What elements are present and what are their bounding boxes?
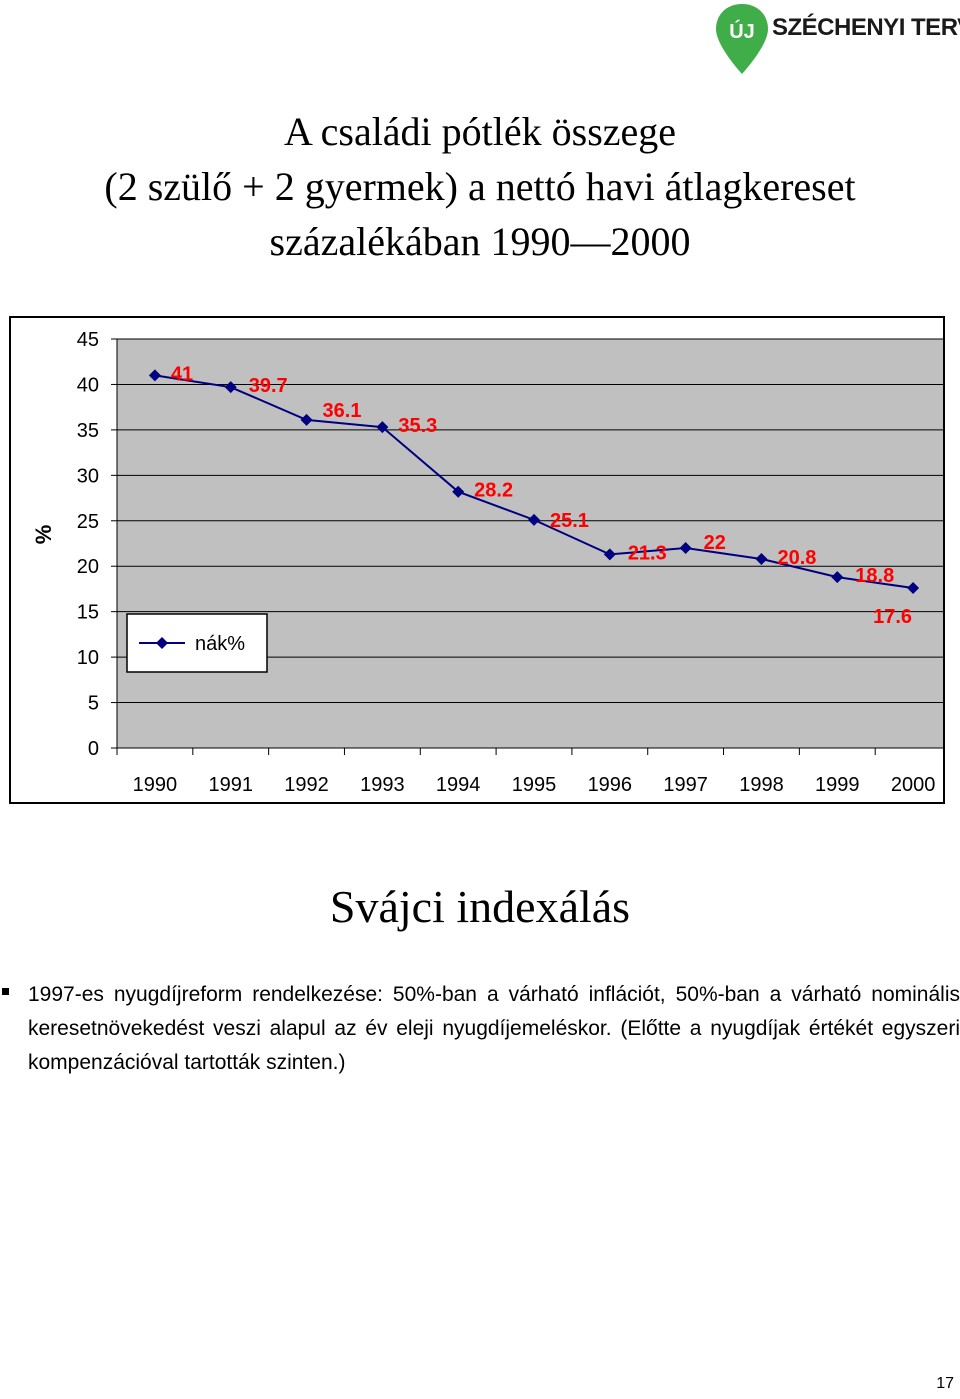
x-tick-1993: 1993 <box>360 774 405 796</box>
data-label-2000: 17.6 <box>873 606 912 628</box>
x-tick-1999: 1999 <box>815 774 860 796</box>
y-tick-5: 5 <box>88 693 99 715</box>
data-point-1995 <box>528 513 540 526</box>
legend-label: nák% <box>195 633 245 655</box>
y-tick-40: 40 <box>77 374 99 396</box>
szechenyi-terv-logo: ÚJ SZÉCHENYI TERV <box>712 0 960 78</box>
data-label-1999: 18.8 <box>855 565 894 587</box>
data-point-1990 <box>148 369 161 382</box>
data-point-1997 <box>679 542 692 555</box>
data-label-1990: 41 <box>171 363 193 385</box>
title-line-3: százalékában 1990—2000 <box>269 219 691 264</box>
data-point-1992 <box>300 413 313 426</box>
title-line-1: A családi pótlék összege <box>283 109 677 154</box>
y-tick-45: 45 <box>77 329 99 351</box>
bullet-item: 1997-es nyugdíjreform rendelkezése: 50%-… <box>0 978 960 1080</box>
data-label-1997: 22 <box>704 532 726 554</box>
data-label-1992: 36.1 <box>323 400 362 422</box>
data-label-1994: 28.2 <box>474 480 513 502</box>
x-tick-1994: 1994 <box>436 774 481 796</box>
square-bullet-icon <box>2 988 9 995</box>
x-tick-1998: 1998 <box>739 774 784 796</box>
x-tick-1990: 1990 <box>133 774 178 796</box>
logo-badge: ÚJ <box>729 19 755 43</box>
legend-marker <box>156 637 168 649</box>
y-tick-0: 0 <box>88 738 99 760</box>
page-number: 17 <box>936 1375 954 1392</box>
data-labels: 41 39.7 36.1 35.3 28.2 25.1 21.3 22 20.8 18.8 17.6 <box>171 363 912 628</box>
data-point-1998 <box>755 552 768 565</box>
y-tick-15: 15 <box>77 602 99 624</box>
x-tick-1996: 1996 <box>588 774 633 796</box>
data-point-2000 <box>907 582 920 595</box>
pin-icon: ÚJ <box>716 4 768 74</box>
data-label-1995: 25.1 <box>550 510 589 532</box>
data-point-1996 <box>603 548 616 561</box>
y-tick-25: 25 <box>77 511 99 533</box>
y-tick-10: 10 <box>77 647 99 669</box>
x-tick-1991: 1991 <box>208 774 253 796</box>
legend: nák% <box>126 613 268 673</box>
x-tick-labels: 1990 1991 1992 1993 1994 1995 1996 1997 1998 1999… <box>133 774 936 796</box>
y-axis-label: % <box>31 525 56 545</box>
logo-text: SZÉCHENYI TERV <box>772 14 960 41</box>
plot-area <box>117 339 943 748</box>
x-tick-1995: 1995 <box>512 774 557 796</box>
data-point-1999 <box>831 571 844 584</box>
title-line-2: (2 szülő + 2 gyermek) a nettó havi átlag… <box>104 164 856 209</box>
data-point-1991 <box>224 381 237 394</box>
data-label-1991: 39.7 <box>249 375 288 397</box>
chart-container: 0 5 10 15 20 25 30 35 40 45 1990 1991 1992 1993 1994 1… <box>9 316 945 804</box>
axes <box>111 338 943 755</box>
data-point-1993 <box>376 421 389 434</box>
bullet-text: 1997-es nyugdíjreform rendelkezése: 50%-… <box>28 983 960 1074</box>
page-title: A családi pótlék összege (2 szülő + 2 gy… <box>0 104 960 269</box>
section-title: Svájci indexálás <box>329 881 631 932</box>
data-label-1993: 35.3 <box>398 415 437 437</box>
series-line <box>148 369 920 595</box>
y-tick-20: 20 <box>77 556 99 578</box>
y-tick-30: 30 <box>77 465 99 487</box>
x-tick-1997: 1997 <box>663 774 708 796</box>
y-tick-labels: 0 5 10 15 20 25 30 35 40 45 <box>77 329 99 760</box>
x-tick-2000: 2000 <box>891 774 936 796</box>
y-tick-35: 35 <box>77 420 99 442</box>
data-point-1994 <box>452 485 465 498</box>
data-label-1998: 20.8 <box>777 547 816 569</box>
x-tick-1992: 1992 <box>284 774 329 796</box>
data-label-1996: 21.3 <box>628 542 667 564</box>
